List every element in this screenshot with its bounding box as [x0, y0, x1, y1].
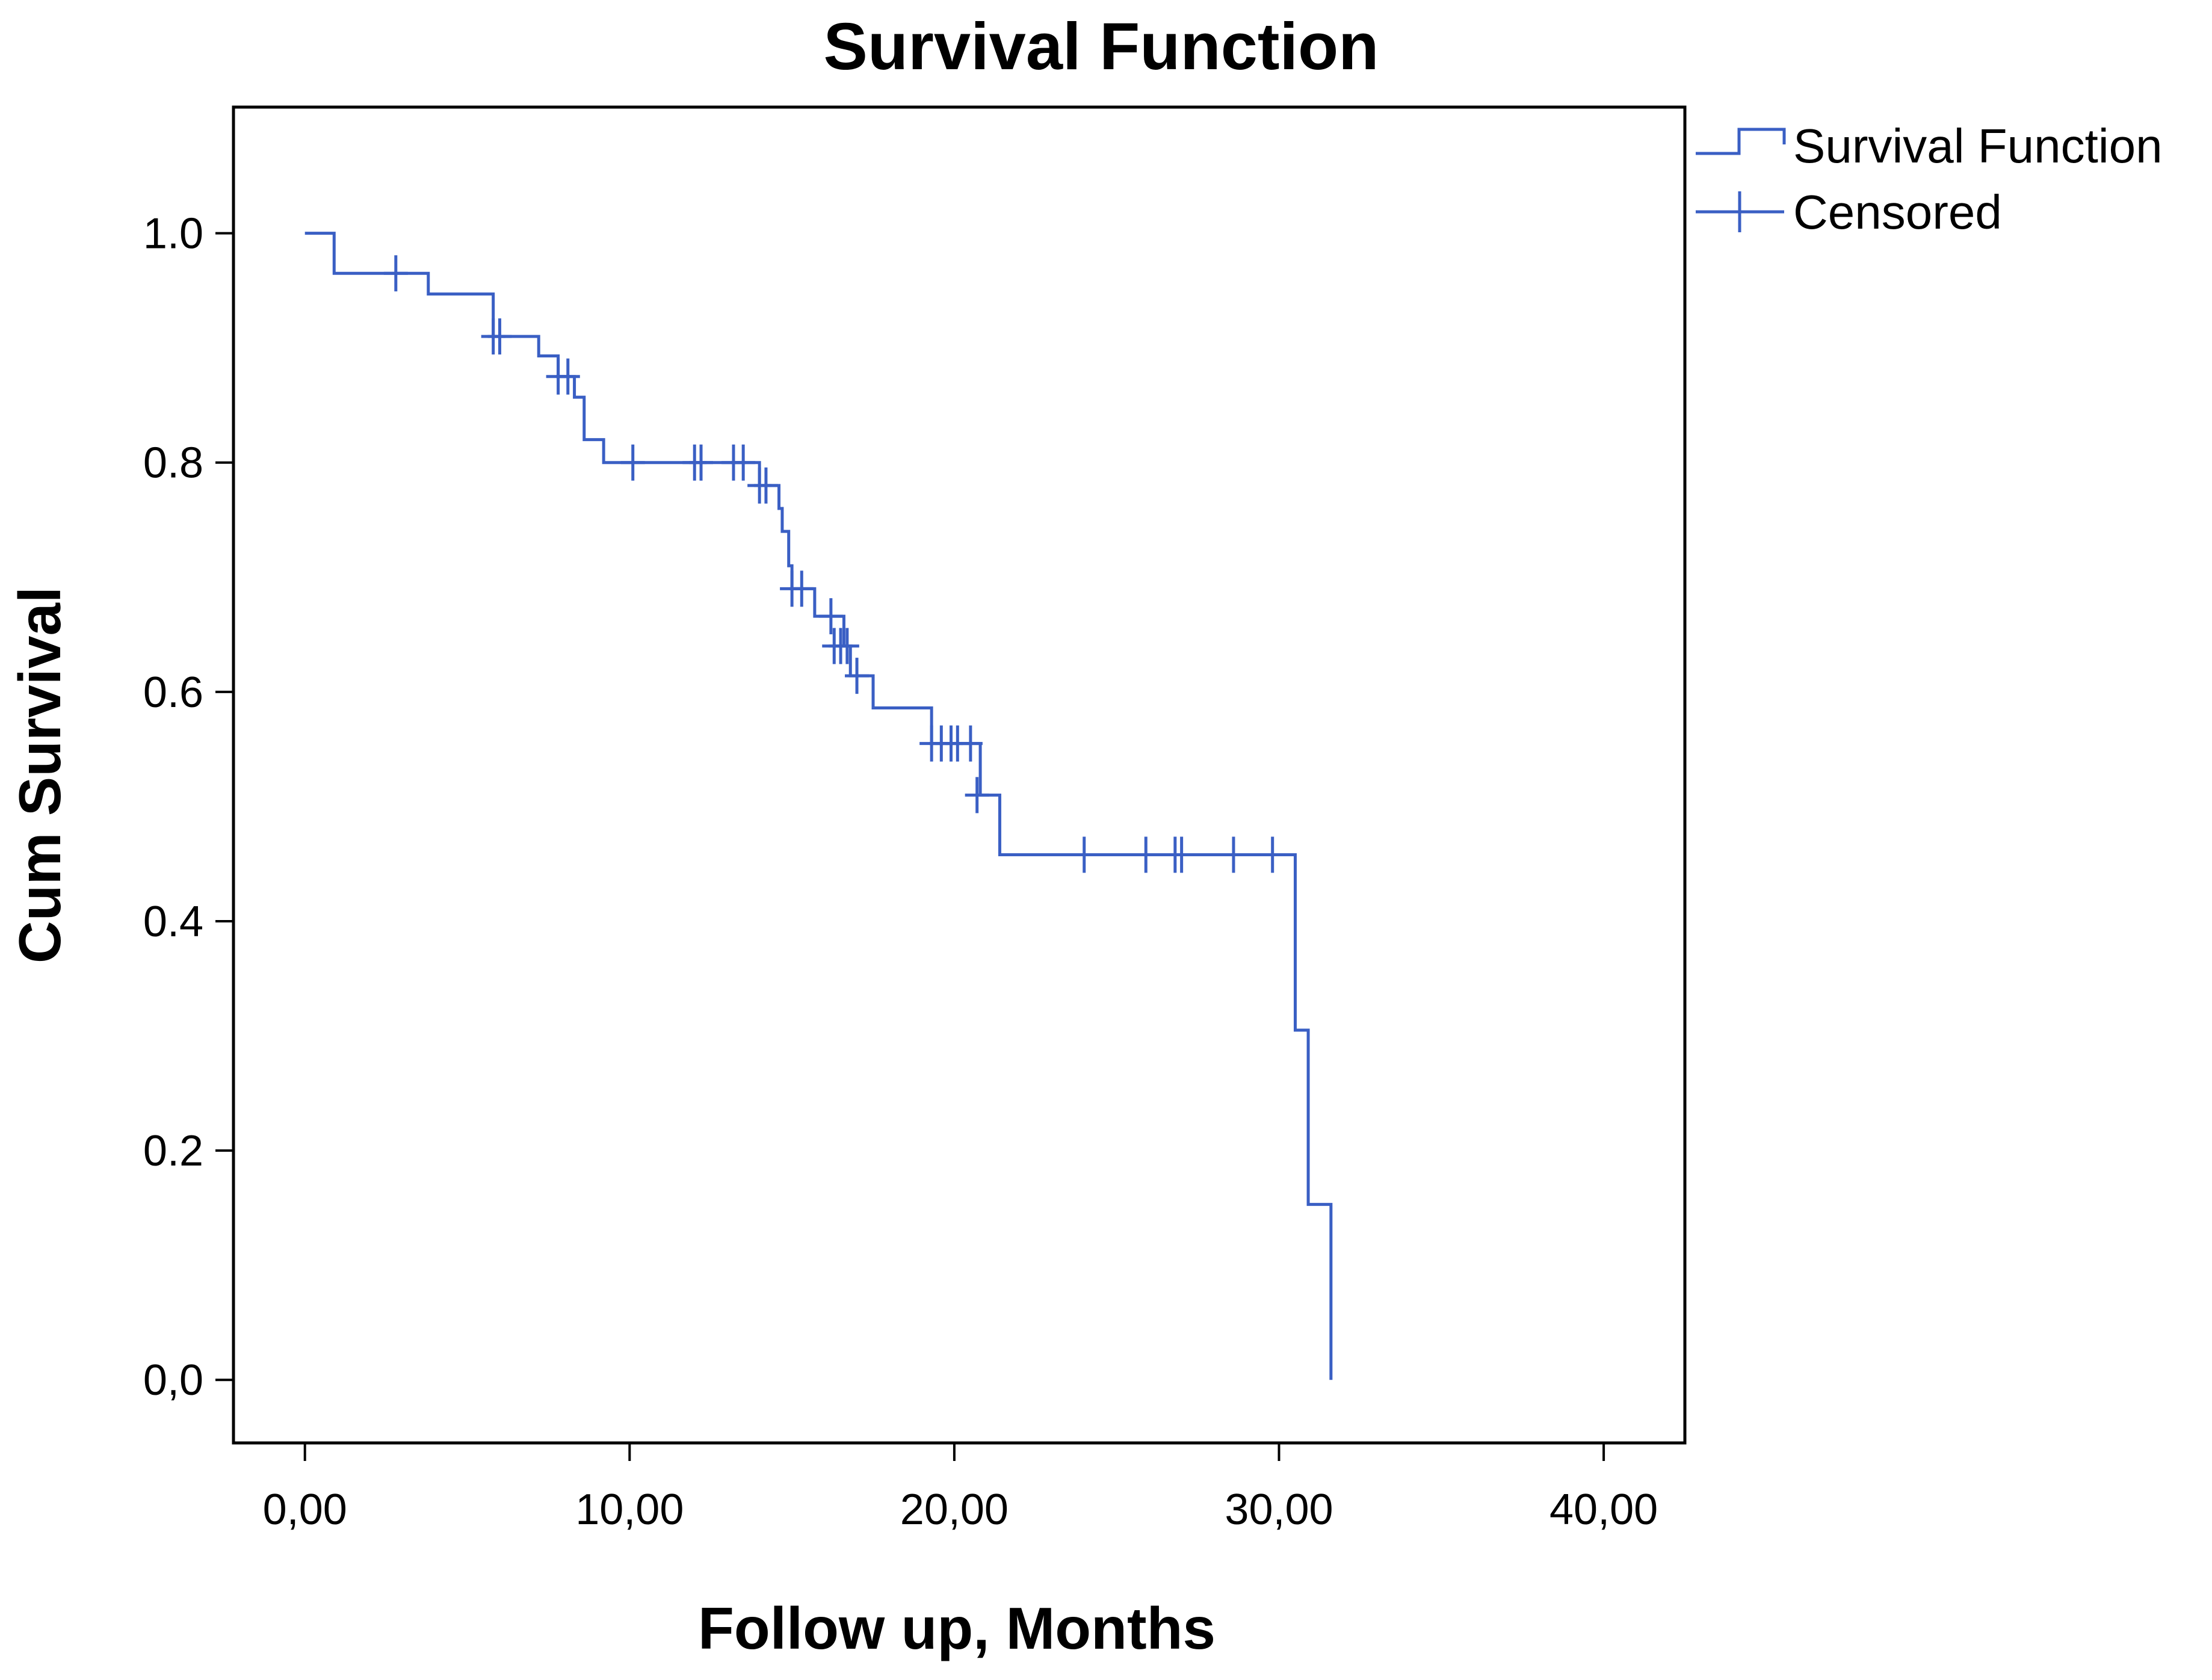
- x-tick-label: 0,00: [263, 1486, 347, 1534]
- legend: Survival Function Censored: [1696, 119, 2163, 239]
- censored-mark: [487, 318, 512, 355]
- x-tick-label: 20,00: [900, 1486, 1009, 1534]
- censored-mark: [555, 358, 580, 395]
- x-axis-title: Follow up, Months: [698, 1595, 1216, 1661]
- y-tick-label: 0.8: [143, 439, 203, 487]
- x-tick-label: 10,00: [575, 1486, 684, 1534]
- censored-mark: [1260, 836, 1285, 873]
- censored-mark: [1169, 836, 1194, 873]
- censored-mark: [818, 598, 843, 635]
- legend-label-censored: Censored: [1793, 185, 2002, 239]
- censored-mark: [731, 444, 756, 481]
- y-tick-label: 0.4: [143, 898, 203, 946]
- y-axis: 0,0 0.2 0.4 0.6 0.8 1.0: [143, 210, 233, 1404]
- legend-label-survival: Survival Function: [1793, 119, 2163, 173]
- censored-mark: [1134, 836, 1158, 873]
- censored-mark: [620, 444, 645, 481]
- censored-mark: [689, 444, 714, 481]
- censored-mark: [753, 467, 778, 504]
- x-tick-label: 40,00: [1549, 1486, 1658, 1534]
- y-axis-title: Cum Survival: [7, 587, 73, 963]
- chart-title: Survival Function: [824, 10, 1379, 84]
- censored-mark: [835, 628, 859, 664]
- censored-mark: [1072, 836, 1096, 873]
- plot-area: [304, 232, 1333, 1380]
- censored-mark: [789, 570, 814, 607]
- legend-cross-icon: [1696, 191, 1784, 232]
- y-tick-label: 0,0: [143, 1356, 203, 1404]
- legend-step-icon: [1696, 128, 1786, 155]
- y-tick-label: 0.2: [143, 1127, 203, 1175]
- censored-mark: [1221, 836, 1246, 873]
- survival-function-line: [304, 232, 1333, 1380]
- y-tick-label: 1.0: [143, 210, 203, 258]
- x-axis: 0,00 10,00 20,00 30,00 40,00: [263, 1443, 1658, 1534]
- plot-frame: [232, 105, 1687, 1445]
- censored-mark: [845, 658, 870, 694]
- censored-mark: [958, 725, 983, 762]
- x-tick-label: 30,00: [1225, 1486, 1333, 1534]
- y-tick-label: 0.6: [143, 669, 203, 717]
- censored-marks: [383, 255, 1285, 873]
- censored-mark: [965, 777, 989, 814]
- censored-mark: [383, 255, 408, 292]
